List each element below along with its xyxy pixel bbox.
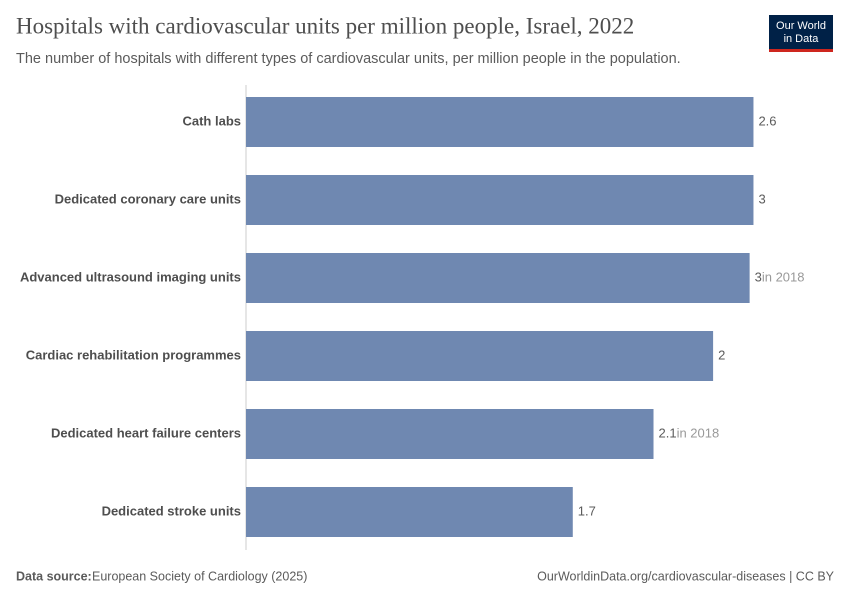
chart-title: Hospitals with cardiovascular units per … xyxy=(16,13,634,38)
category-label: Cardiac rehabilitation programmes xyxy=(26,347,241,362)
value-label: 2 xyxy=(718,347,725,362)
source-label: Data source: xyxy=(16,569,92,583)
value-label: 2.1 xyxy=(659,425,677,440)
bar xyxy=(246,331,714,381)
chart-subtitle: The number of hospitals with different t… xyxy=(16,51,681,67)
value-note: in 2018 xyxy=(762,269,805,284)
category-label: Dedicated stroke units xyxy=(102,503,241,518)
value-label: 3 xyxy=(755,269,762,284)
logo-underline xyxy=(769,49,833,52)
value-note: in 2018 xyxy=(677,425,720,440)
value-label: 2.6 xyxy=(758,113,776,128)
value-label: 3 xyxy=(758,191,765,206)
bar xyxy=(246,253,750,303)
logo-text: in Data xyxy=(784,33,820,45)
category-label: Dedicated heart failure centers xyxy=(51,425,241,440)
category-label: Cath labs xyxy=(182,113,241,128)
url: OurWorldinData.org/cardiovascular-diseas… xyxy=(537,569,835,583)
category-label: Dedicated coronary care units xyxy=(55,191,241,206)
logo xyxy=(769,15,833,49)
value-label: 1.7 xyxy=(578,503,596,518)
bar xyxy=(246,175,754,225)
source: European Society of Cardiology (2025) xyxy=(92,569,307,583)
bar xyxy=(246,409,654,459)
category-label: Advanced ultrasound imaging units xyxy=(20,269,241,284)
bar xyxy=(246,487,573,537)
bar xyxy=(246,97,754,147)
logo-text: Our World xyxy=(776,20,826,32)
